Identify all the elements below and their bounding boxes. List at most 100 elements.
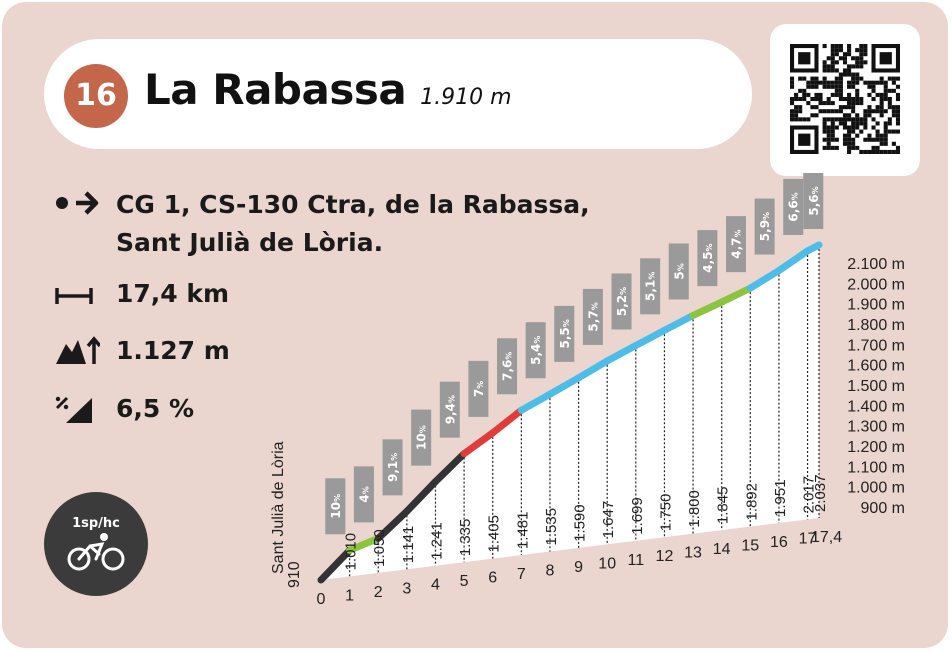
elevation-label: 1.892 — [743, 483, 760, 521]
elevation-label: 1.800 — [686, 490, 703, 528]
gradient-label-unit: % — [562, 319, 571, 327]
gradient-label-unit: % — [447, 395, 456, 403]
gradient-segment — [746, 267, 783, 292]
x-tick-label: 11 — [628, 552, 645, 569]
category-label: 1sp/hc — [72, 516, 120, 531]
elevation-label: 1.481 — [514, 512, 531, 550]
qr-code[interactable] — [770, 24, 920, 176]
gradient-label-unit: % — [505, 352, 514, 360]
gradient-segment — [546, 374, 583, 398]
gradient-label-text: 5,9% — [758, 212, 772, 241]
gradient-label: 5,7% — [582, 288, 603, 345]
gradient-label-box — [411, 409, 432, 466]
gradient-label-box — [554, 305, 575, 362]
gradient-label-text: 5,7% — [586, 302, 600, 331]
gradient-label-unit: % — [533, 336, 542, 344]
gradient-label-unit: % — [361, 486, 370, 494]
start-line-1: CG 1, CS-130 Ctra, de la Rabassa, — [116, 190, 590, 219]
gradient-label: 10% — [411, 409, 432, 466]
elevation-gain-value: 1.127 m — [116, 336, 230, 365]
gradient-segment — [804, 241, 823, 255]
gradient-label: 5,5% — [554, 305, 575, 362]
gradient-label-box — [497, 338, 518, 395]
x-tick-label: 3 — [402, 580, 411, 597]
gradient-label-unit: % — [476, 381, 485, 389]
gradient-label-unit: % — [811, 186, 820, 194]
gradient-label-text: 4% — [357, 486, 371, 502]
elevation-label: 1.405 — [486, 515, 503, 553]
x-tick-label: 6 — [488, 570, 497, 587]
climb-name: La Rabassa — [144, 65, 407, 114]
gradient-segment — [517, 390, 554, 414]
gradient-label-box — [611, 273, 632, 330]
y-tick-label: 1.000 m — [847, 480, 905, 497]
gradient-segment — [489, 406, 525, 437]
gradient-label-unit: % — [333, 494, 342, 502]
gradient-label: 9,1% — [382, 439, 403, 496]
gradient-label-text: 4,7% — [730, 229, 744, 258]
gradient-label-text: 5,5% — [558, 319, 572, 348]
gradient-label: 4,7% — [726, 216, 746, 273]
y-tick-label: 2.000 m — [847, 276, 905, 293]
x-tick-label: 0 — [317, 591, 326, 608]
gradient-label-unit: % — [619, 287, 628, 295]
gradient-label-box — [803, 173, 824, 229]
gradient-label-unit: % — [734, 229, 743, 237]
gradient-label-unit: % — [390, 453, 399, 461]
gradient-label-text: 4,5% — [701, 243, 715, 272]
y-tick-label: 1.400 m — [847, 398, 905, 415]
start-line-2: Sant Julià de Lòria. — [116, 228, 384, 257]
gradient-label: 5,4% — [525, 322, 546, 379]
gradient-label-box — [726, 216, 746, 273]
profile-area — [321, 245, 819, 580]
y-tick-label: 1.300 m — [847, 419, 905, 436]
gradient-label-box — [783, 178, 804, 235]
category-badge: 1sp/hc — [44, 492, 148, 596]
gradient-label-text: 5,4% — [529, 336, 543, 365]
x-tick-label: 17,4 — [811, 529, 842, 546]
gradient-segment — [346, 534, 382, 554]
elevation-label: 1.141 — [400, 526, 417, 564]
climb-title: La Rabassa 1.910 m — [144, 65, 512, 114]
qr-code-icon — [790, 44, 900, 154]
elevation-label: 1.590 — [572, 504, 589, 542]
gradient-label-text: 7% — [472, 381, 486, 397]
x-tick-label: 4 — [431, 577, 440, 594]
gradient-label-box — [525, 322, 546, 379]
cyclist-icon — [67, 533, 125, 571]
gradient-label: 7,6% — [497, 338, 518, 395]
gradient-label-unit: % — [705, 243, 714, 251]
x-tick-label: 2 — [374, 584, 383, 601]
gradient-label-box — [754, 198, 775, 255]
elevation-label: 1.951 — [772, 479, 789, 517]
gradient-label: 7% — [468, 360, 489, 417]
gradient-label-box — [697, 230, 718, 287]
gradient-label-text: 10% — [415, 425, 429, 450]
elevation-label: 1.335 — [457, 519, 474, 557]
gradient-label-box — [468, 360, 489, 417]
x-tick-label: 14 — [713, 541, 731, 558]
gradient-segment — [460, 429, 497, 458]
title-pill: 16 La Rabassa 1.910 m — [44, 39, 752, 149]
x-tick-label: 16 — [770, 534, 788, 551]
gradient-segment — [431, 450, 468, 486]
gradient-label-unit: % — [791, 192, 800, 200]
y-tick-label: 900 m — [861, 500, 905, 517]
gradient-label-box — [325, 478, 346, 535]
gradient-label-unit: % — [419, 425, 428, 433]
elevation-gain-icon — [54, 336, 102, 372]
x-tick-label: 17 — [799, 530, 817, 547]
start-arrow-icon — [54, 188, 102, 224]
x-tick-label: 10 — [598, 555, 616, 572]
climb-number-badge: 16 — [64, 64, 128, 128]
gradient-label-unit: % — [590, 302, 599, 310]
gradient-label-box — [439, 381, 460, 438]
y-tick-label: 1.800 m — [847, 317, 905, 334]
elevation-label: 1.535 — [543, 508, 560, 546]
start-elevation-label: 910 — [286, 561, 303, 588]
elevation-label: 2.037 — [812, 474, 829, 512]
gradient-segment — [689, 298, 726, 319]
elevation-label: 1.699 — [629, 497, 646, 535]
distance-icon — [54, 283, 94, 312]
gradient-segment — [632, 326, 668, 349]
